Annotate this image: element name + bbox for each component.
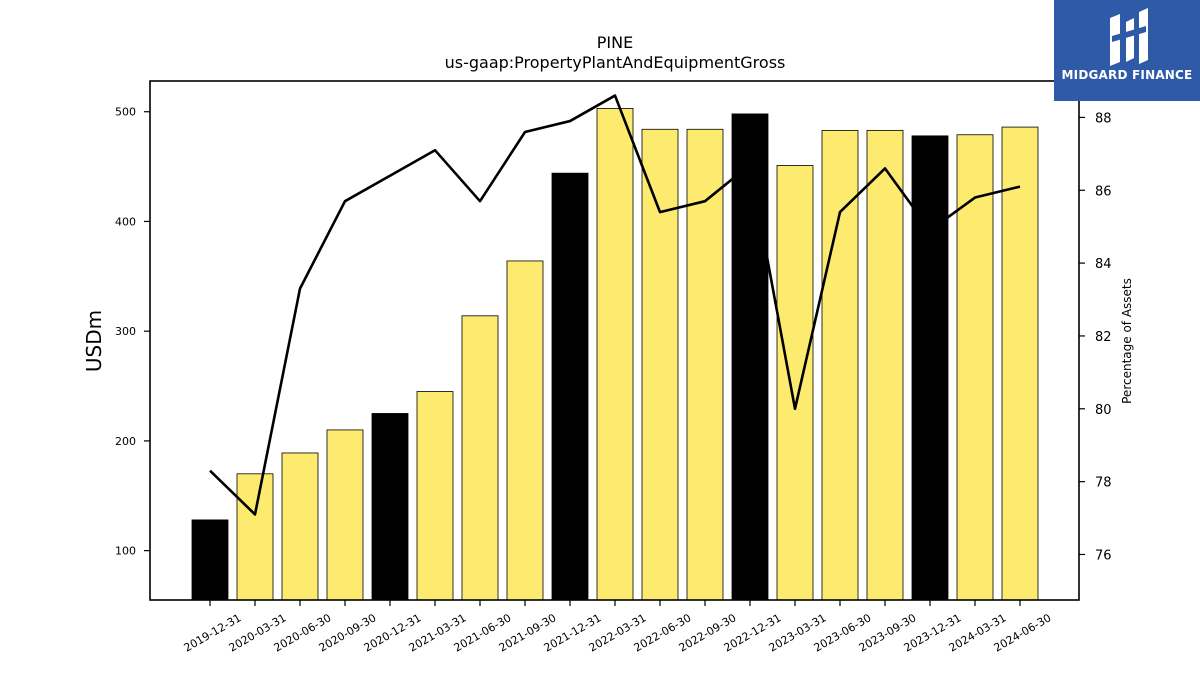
x-axis: 2019-12-312020-03-312020-06-302020-09-30… <box>182 600 1054 655</box>
y-tick-label: 500 <box>115 106 136 119</box>
bar <box>551 172 589 601</box>
bar <box>641 128 679 601</box>
logo-text: MIDGARD FINANCE <box>1061 68 1193 82</box>
percentage-line <box>209 94 1021 516</box>
y-tick-label: 200 <box>115 435 136 448</box>
bar <box>461 315 499 601</box>
bar <box>866 129 904 601</box>
bar <box>731 113 769 601</box>
bar <box>281 452 319 601</box>
bar <box>326 429 364 601</box>
bar <box>191 519 229 601</box>
y-axis-label: USDm <box>82 310 106 372</box>
bar <box>776 165 814 601</box>
bar <box>416 391 454 601</box>
left-y-axis: 100 200 300 400 500 <box>115 106 150 558</box>
bar <box>596 108 634 601</box>
midgard-finance-logo: MIDGARD FINANCE <box>1054 0 1200 101</box>
percentage-line-series <box>209 94 1021 516</box>
bar <box>371 413 409 601</box>
bar <box>1001 126 1039 601</box>
y2-tick-label: 78 <box>1095 476 1112 491</box>
bar <box>821 129 859 601</box>
bar <box>911 135 949 601</box>
bar <box>956 134 994 601</box>
chart-subtitle: us-gaap:PropertyPlantAndEquipmentGross <box>445 53 786 72</box>
y-tick-label: 100 <box>115 545 136 558</box>
right-y-axis: 76 78 80 82 84 86 88 <box>1079 111 1112 563</box>
y-tick-label: 400 <box>115 215 136 228</box>
y2-tick-label: 84 <box>1095 257 1112 272</box>
bar <box>506 260 544 601</box>
bar-series <box>191 108 1039 601</box>
y2-tick-label: 82 <box>1095 330 1112 345</box>
y2-tick-label: 76 <box>1095 548 1112 563</box>
y2-tick-label: 80 <box>1095 403 1112 418</box>
chart-title: PINE <box>597 33 633 52</box>
y2-tick-label: 88 <box>1095 111 1112 126</box>
bar <box>236 473 274 601</box>
logo-mark-icon <box>1110 8 1148 66</box>
y2-tick-label: 86 <box>1095 184 1112 199</box>
y2-axis-label: Percentage of Assets <box>1120 278 1134 404</box>
bar <box>686 128 724 601</box>
y-tick-label: 300 <box>115 325 136 338</box>
